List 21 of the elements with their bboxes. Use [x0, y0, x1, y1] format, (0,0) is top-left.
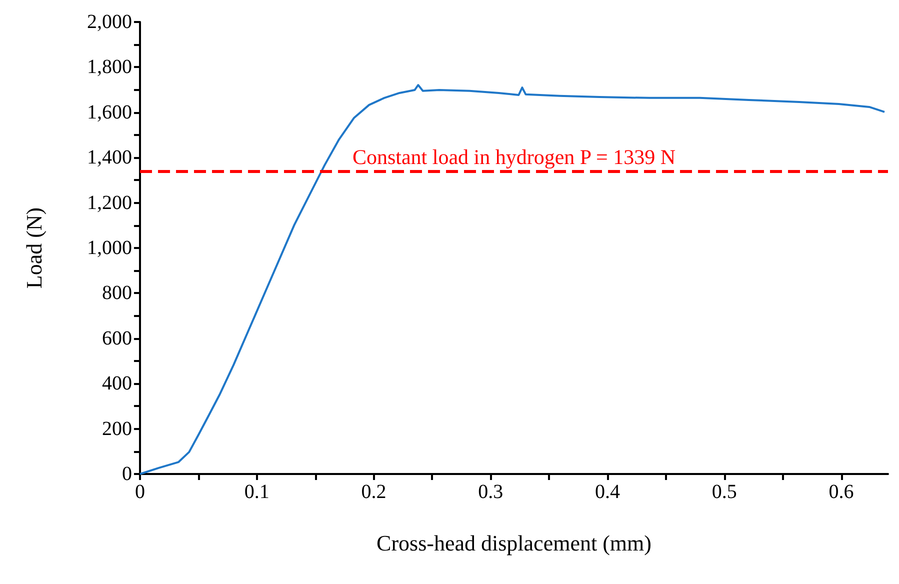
y-tick-label: 1,800 — [87, 56, 132, 78]
y-tick-label: 1,400 — [87, 146, 132, 169]
y-tick-label: 400 — [102, 372, 132, 395]
y-axis-title: Load (N) — [22, 207, 46, 289]
x-axis-title: Cross-head displacement (mm) — [376, 530, 652, 556]
x-tick-label: 0.4 — [595, 481, 620, 503]
y-tick-label: 800 — [102, 282, 132, 304]
x-tick-label: 0.3 — [478, 481, 504, 503]
y-tick-label: 1,000 — [87, 237, 132, 259]
x-tick-label: 0.1 — [244, 481, 270, 503]
y-tick-label: 1,200 — [87, 192, 132, 214]
y-tick-label: 200 — [102, 418, 132, 440]
y-tick-label: 1,600 — [87, 101, 132, 124]
y-tick-label: 600 — [102, 327, 132, 350]
x-tick-label: 0.6 — [828, 481, 854, 503]
x-tick-label: 0.2 — [361, 481, 386, 503]
x-tick-label: 0.5 — [712, 481, 737, 503]
ref-line-label: Constant load in hydrogen P = 1339 N — [352, 144, 676, 169]
y-tick-label: 2,000 — [87, 11, 132, 33]
line-series — [139, 84, 886, 475]
y-tick-label: 0 — [122, 463, 132, 485]
